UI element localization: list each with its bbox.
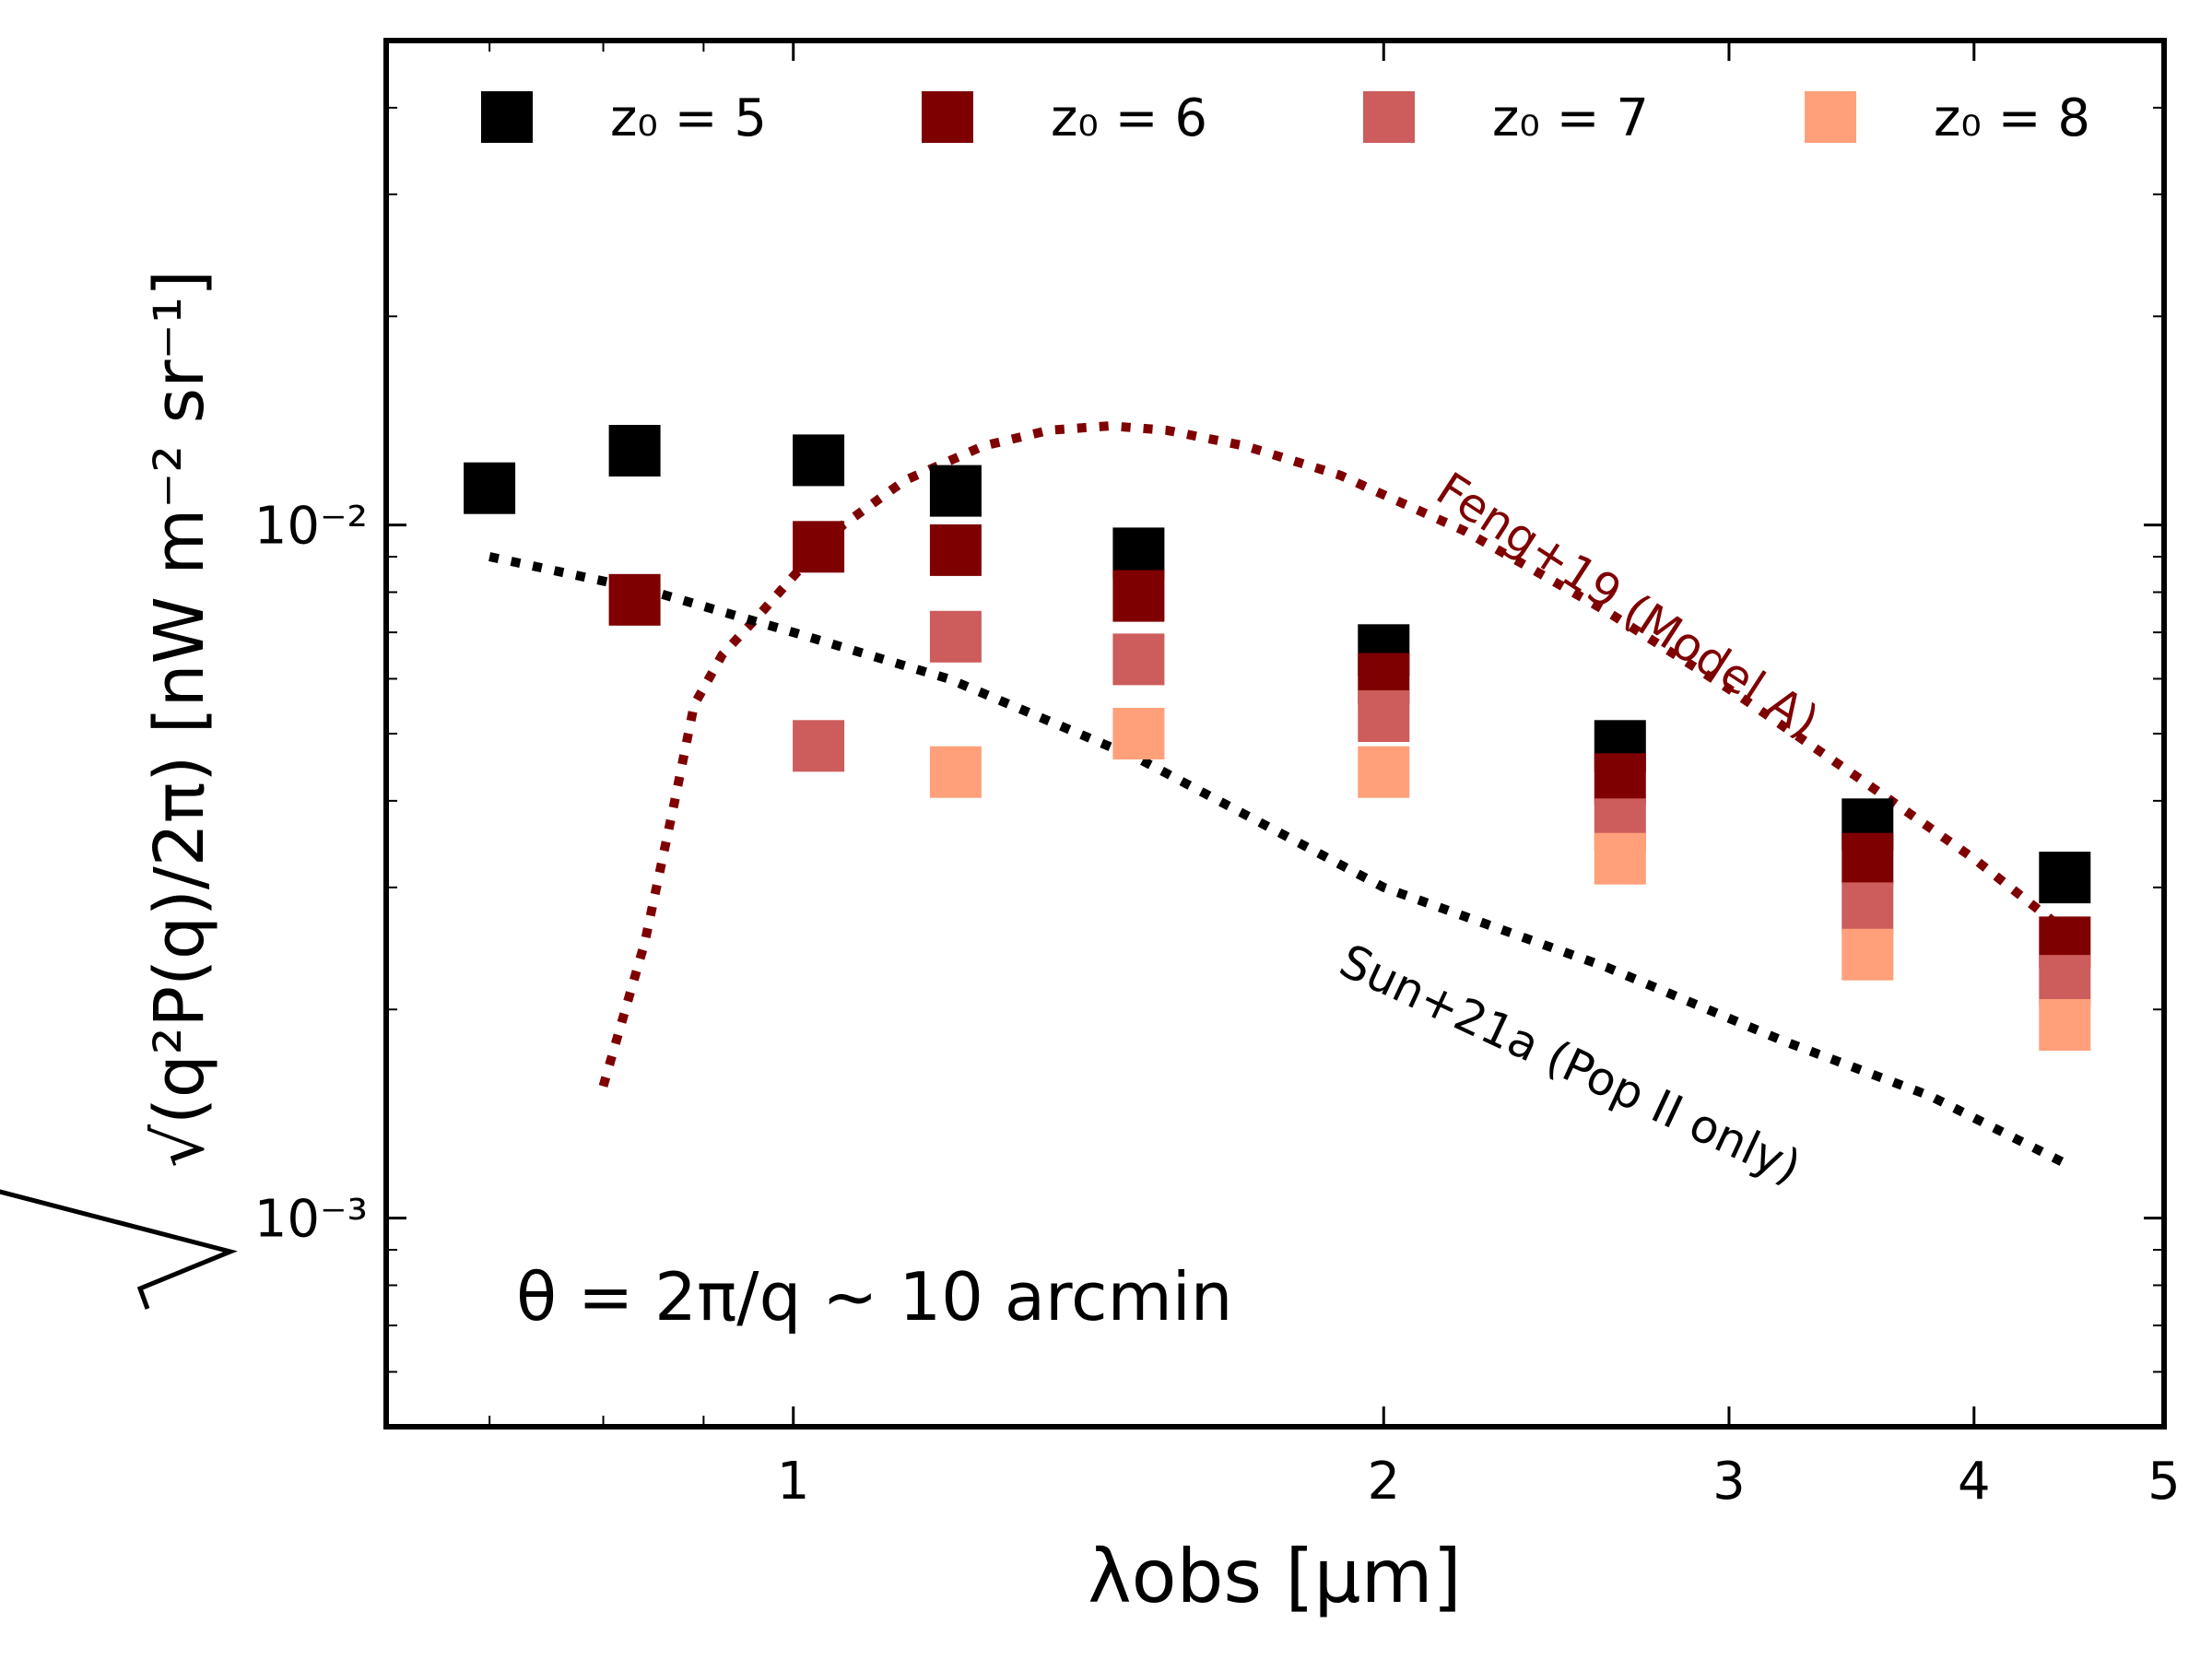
legend-label-z0-7: z₀ = 7 — [1492, 88, 1649, 148]
marker-z0-6 — [608, 573, 661, 626]
marker-z0-8 — [1112, 708, 1165, 759]
legend-label-z0-8: z₀ = 8 — [1934, 88, 2090, 148]
x-tick-label: 1 — [777, 1452, 810, 1512]
marker-z0-8 — [2039, 999, 2091, 1051]
legend-swatch-z0-8 — [1805, 91, 1856, 143]
marker-z0-8 — [1594, 832, 1646, 885]
sun21a-pop2-curve — [488, 552, 2067, 1168]
marker-z0-5 — [608, 425, 661, 477]
y-axis-title-text: √(q²P(q)/2π) [nW m⁻² sr⁻¹] — [140, 270, 219, 1168]
marker-z0-7 — [929, 610, 982, 663]
marker-z0-6 — [1594, 753, 1646, 806]
legend-label-z0-5: z₀ = 5 — [610, 88, 767, 148]
y-tick-label: 10⁻² — [254, 497, 368, 557]
marker-z0-8 — [1841, 928, 1894, 981]
x-tick-label: 3 — [1712, 1452, 1746, 1512]
marker-z0-7 — [1841, 882, 1894, 935]
y-tick-label: 10⁻³ — [254, 1190, 368, 1250]
y-axis-title: √(q²P(q)/2π) [nW m⁻² sr⁻¹] — [0, 147, 238, 1310]
marker-z0-7 — [2039, 955, 2091, 1007]
marker-z0-6 — [1841, 832, 1894, 885]
legend-label-z0-6: z₀ = 6 — [1051, 88, 1207, 148]
marker-z0-7 — [793, 720, 845, 772]
marker-z0-6 — [793, 521, 845, 573]
marker-z0-5 — [793, 434, 845, 487]
legend-swatch-z0-7 — [1363, 91, 1415, 143]
marker-z0-6 — [1112, 570, 1165, 622]
resolution-annotation: θ = 2π/q ~ 10 arcmin — [516, 1258, 1232, 1335]
marker-z0-5 — [929, 465, 982, 517]
marker-z0-8 — [1358, 746, 1410, 798]
x-tick-label: 2 — [1367, 1452, 1400, 1512]
x-tick-label: 5 — [2147, 1452, 2181, 1512]
marker-z0-7 — [1112, 633, 1165, 686]
legend-swatch-z0-6 — [922, 91, 973, 143]
marker-z0-5 — [2039, 852, 2091, 904]
radical-sign — [0, 147, 238, 1310]
marker-z0-5 — [464, 462, 516, 514]
marker-z0-6 — [929, 524, 982, 576]
plot-frame — [383, 38, 2167, 1430]
feng19-model-a-curve — [598, 421, 2068, 1088]
legend-swatch-z0-5 — [481, 91, 533, 143]
x-tick-label: 4 — [1958, 1452, 1991, 1512]
marker-z0-8 — [929, 746, 982, 798]
x-axis-title: λobs [μm] — [1088, 1534, 1461, 1619]
marker-z0-7 — [1358, 690, 1410, 742]
